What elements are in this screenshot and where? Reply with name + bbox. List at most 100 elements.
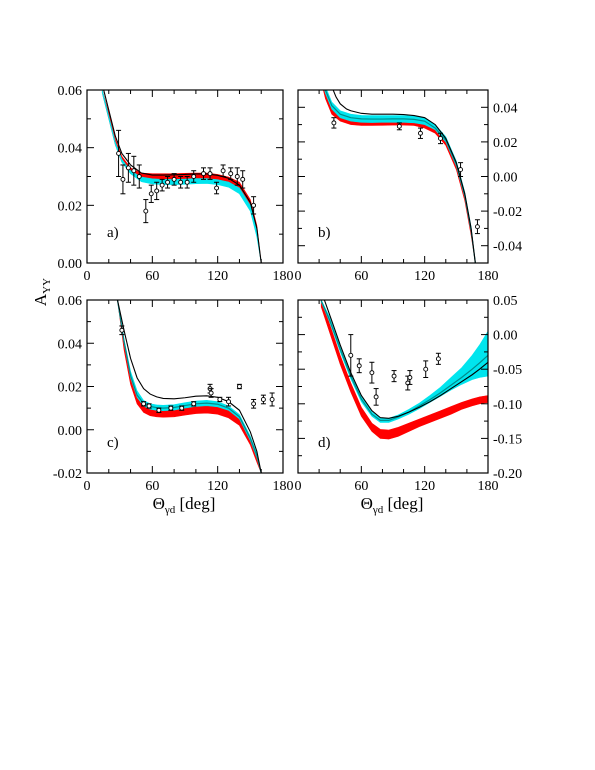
point-marker (120, 176, 126, 182)
point-marker (391, 373, 397, 379)
x-tick-label: 180 (478, 479, 499, 494)
point-marker (191, 174, 197, 179)
data-point (159, 178, 165, 192)
point-marker (207, 171, 213, 177)
point-marker (251, 401, 257, 407)
data-point (178, 176, 184, 189)
data-point (184, 176, 190, 189)
y-tick-label: 0.00 (493, 171, 518, 186)
panel-label: c) (107, 435, 119, 451)
data-point (396, 122, 402, 131)
data-point (391, 370, 397, 383)
data-point (228, 167, 234, 180)
data-point (458, 162, 464, 177)
data-point (214, 181, 220, 195)
point-marker (168, 405, 174, 411)
y-tick-label: 0.00 (493, 329, 518, 344)
plot-area (116, 300, 262, 473)
point-marker (141, 401, 147, 407)
data-point (417, 127, 423, 139)
data-point (331, 117, 337, 129)
data-point (217, 396, 223, 403)
x-tick-label: 0 (295, 479, 302, 494)
point-marker (458, 167, 464, 173)
data-point (220, 164, 226, 177)
y-tick-label: 0.02 (58, 381, 83, 396)
point-marker (136, 174, 142, 179)
point-marker (146, 403, 152, 409)
point-marker (125, 165, 131, 171)
point-marker (396, 123, 402, 129)
y-axis-label: AYY (31, 278, 53, 306)
data-point (208, 388, 214, 398)
point-marker (178, 179, 184, 185)
x-tick-label: 120 (207, 479, 228, 494)
point-marker (217, 397, 223, 402)
data-point (226, 396, 232, 407)
teal-line (116, 300, 262, 473)
black-line (332, 90, 476, 263)
data-point (119, 325, 125, 336)
point-marker (220, 168, 226, 174)
data-points (116, 129, 257, 224)
point-marker (269, 397, 275, 402)
point-marker (116, 150, 122, 156)
data-point (143, 199, 149, 224)
data-point (269, 392, 275, 407)
teal-line (324, 90, 476, 263)
point-marker (251, 202, 257, 208)
point-marker (407, 375, 413, 380)
y-tick-label: -0.15 (493, 432, 522, 447)
data-point (168, 405, 174, 411)
point-marker (236, 384, 242, 389)
point-marker (438, 135, 443, 141)
x-tick-label: 120 (414, 479, 435, 494)
data-point (154, 181, 160, 201)
point-marker (369, 370, 375, 376)
y-tick-label: 0.02 (493, 136, 518, 151)
y-tick-label: -0.20 (493, 467, 522, 482)
y-tick-label: 0.05 (493, 294, 518, 309)
point-marker (423, 366, 429, 372)
point-marker (184, 179, 190, 185)
red-band (323, 90, 476, 263)
data-point (207, 167, 213, 180)
panel-label: d) (318, 435, 331, 451)
y-tick-label: 0.06 (58, 294, 83, 309)
point-marker (131, 168, 137, 174)
data-points (331, 117, 480, 235)
point-marker (240, 176, 246, 182)
point-marker (171, 176, 177, 182)
x-tick-label: 180 (478, 269, 499, 284)
x-tick-label: 60 (145, 479, 159, 494)
y-tick-label: 0.04 (58, 142, 83, 157)
data-point (240, 170, 246, 189)
data-point (438, 132, 443, 145)
data-point (236, 383, 242, 390)
y-tick-label: -0.02 (53, 467, 82, 482)
cyan-band (117, 300, 262, 473)
x-tick-label: 180 (273, 269, 294, 284)
panel-a: 0 60 120 180 0.00 0.02 0.04 0.06 a) (58, 84, 294, 284)
x-tick-label: 120 (207, 269, 228, 284)
x-tick-label: 60 (354, 269, 368, 284)
data-point (136, 164, 142, 189)
data-point (191, 170, 197, 183)
data-point (435, 352, 441, 365)
point-marker (156, 407, 162, 413)
y-tick-label: 0.04 (493, 101, 518, 116)
point-marker (165, 179, 171, 185)
data-point (251, 196, 257, 215)
data-point (369, 361, 375, 384)
black-line (116, 300, 262, 473)
red-band (320, 300, 488, 440)
x-tick-label: 60 (354, 479, 368, 494)
point-marker (201, 171, 206, 177)
y-tick-label: -0.04 (493, 240, 522, 255)
plot-area (323, 90, 476, 263)
point-marker (234, 174, 240, 179)
data-point (165, 176, 171, 189)
data-point (120, 164, 126, 195)
x-tick-label: 120 (414, 269, 435, 284)
